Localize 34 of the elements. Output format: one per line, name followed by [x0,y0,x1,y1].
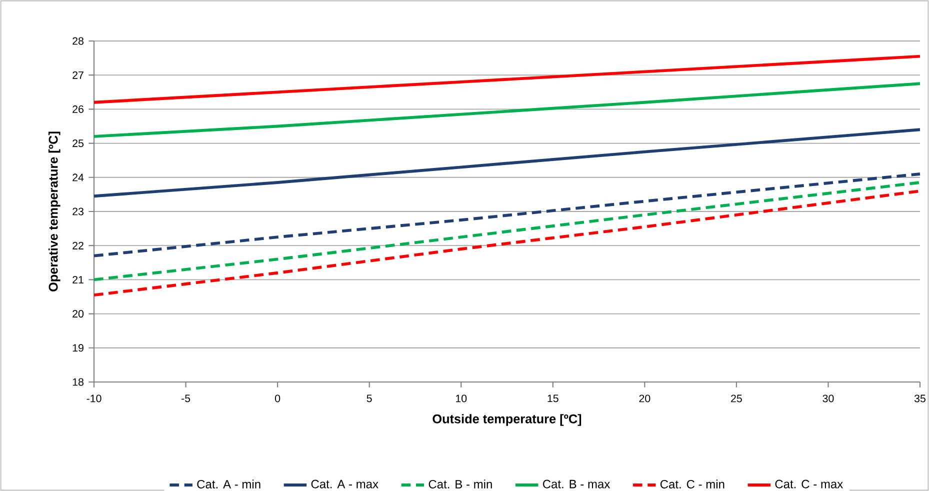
x-tick-label: -10 [86,394,102,402]
y-tick-label: 24 [72,174,84,182]
legend-label: Cat. C - max [775,480,843,488]
line-series [92,181,922,282]
y-tick-label: 21 [72,276,84,284]
y-tick-label: 27 [72,71,84,79]
x-tick-label: 35 [914,394,926,402]
line-series [92,190,922,297]
legend-label: Cat. C - min [660,480,724,488]
y-tick-label: 28 [72,37,84,45]
line-series [92,128,922,198]
y-tick-label: 25 [72,140,84,148]
legend-label: Cat. A - min [197,480,260,488]
x-tick-label: 0 [275,394,280,402]
y-tick-label: 22 [72,242,84,250]
legend-label: Cat. B - min [428,480,492,488]
y-tick-label: 20 [72,310,84,318]
legend-label: Cat. B - max [542,480,610,488]
y-tick-label: 19 [72,344,84,352]
x-tick-label: 5 [366,394,372,402]
y-tick-label: 23 [72,208,84,216]
line-series [92,172,922,258]
x-tick-label: 30 [822,394,834,402]
x-axis-title: Outside temperature [ºC] [432,414,582,426]
x-tick-label: 15 [548,394,558,402]
y-tick-label: 26 [72,105,84,113]
x-tick-label: 10 [456,394,467,402]
y-tick-label: 18 [72,378,84,386]
y-axis-title: Operative temperature [ºC] [48,132,60,292]
x-tick-label: 25 [731,394,742,402]
legend-label: Cat. A - max [311,480,378,488]
line-series [92,82,922,138]
x-tick-label: -5 [182,394,190,402]
x-tick-label: 20 [639,394,650,402]
